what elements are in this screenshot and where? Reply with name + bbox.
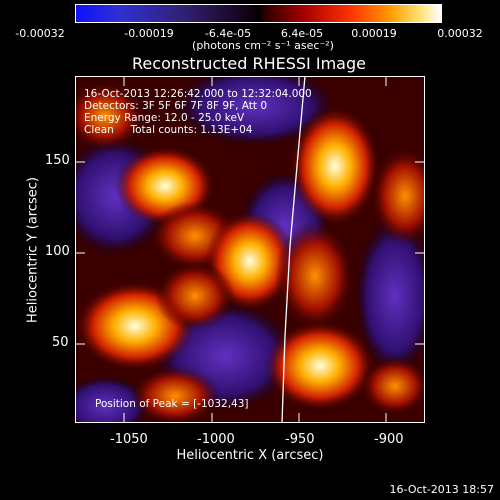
info-time-range: 16-Oct-2013 12:26:42.000 to 12:32:04.000 xyxy=(84,88,312,100)
colorbar-tick: -0.00032 xyxy=(15,27,65,40)
colorbar xyxy=(75,4,442,23)
colorbar-tick: -6.4e-05 xyxy=(204,27,252,40)
colorbar-tick: 0.00032 xyxy=(437,27,483,40)
x-tick-label: -950 xyxy=(285,432,315,447)
y-tick-label: 150 xyxy=(45,153,70,168)
x-tick-label: -1050 xyxy=(110,432,148,447)
info-detectors: Detectors: 3F 5F 6F 7F 8F 9F, Att 0 xyxy=(84,100,267,112)
colorbar-tick: -0.00019 xyxy=(124,27,174,40)
y-tick-label: 50 xyxy=(52,335,69,350)
x-axis-label: Heliocentric X (arcsec) xyxy=(176,448,324,463)
y-tick-label: 100 xyxy=(45,244,70,259)
page-title: Reconstructed RHESSI Image xyxy=(132,54,366,73)
colorbar-units: (photons cm⁻² s⁻¹ asec⁻²) xyxy=(192,39,334,52)
x-tick-label: -900 xyxy=(374,432,404,447)
peak-position: Position of Peak = [-1032,43] xyxy=(95,398,249,410)
timestamp: 16-Oct-2013 18:57 xyxy=(389,483,494,496)
y-axis-label: Heliocentric Y (arcsec) xyxy=(25,177,41,323)
colorbar-tick: 6.4e-05 xyxy=(280,27,324,40)
x-tick-label: -1000 xyxy=(197,432,235,447)
rhessi-image: 16-Oct-2013 12:26:42.000 to 12:32:04.000… xyxy=(75,76,425,423)
info-clean-counts: Clean Total counts: 1.13E+04 xyxy=(84,124,253,136)
info-energy-range: Energy Range: 12.0 - 25.0 keV xyxy=(84,112,245,124)
colorbar-tick: 0.00019 xyxy=(351,27,397,40)
